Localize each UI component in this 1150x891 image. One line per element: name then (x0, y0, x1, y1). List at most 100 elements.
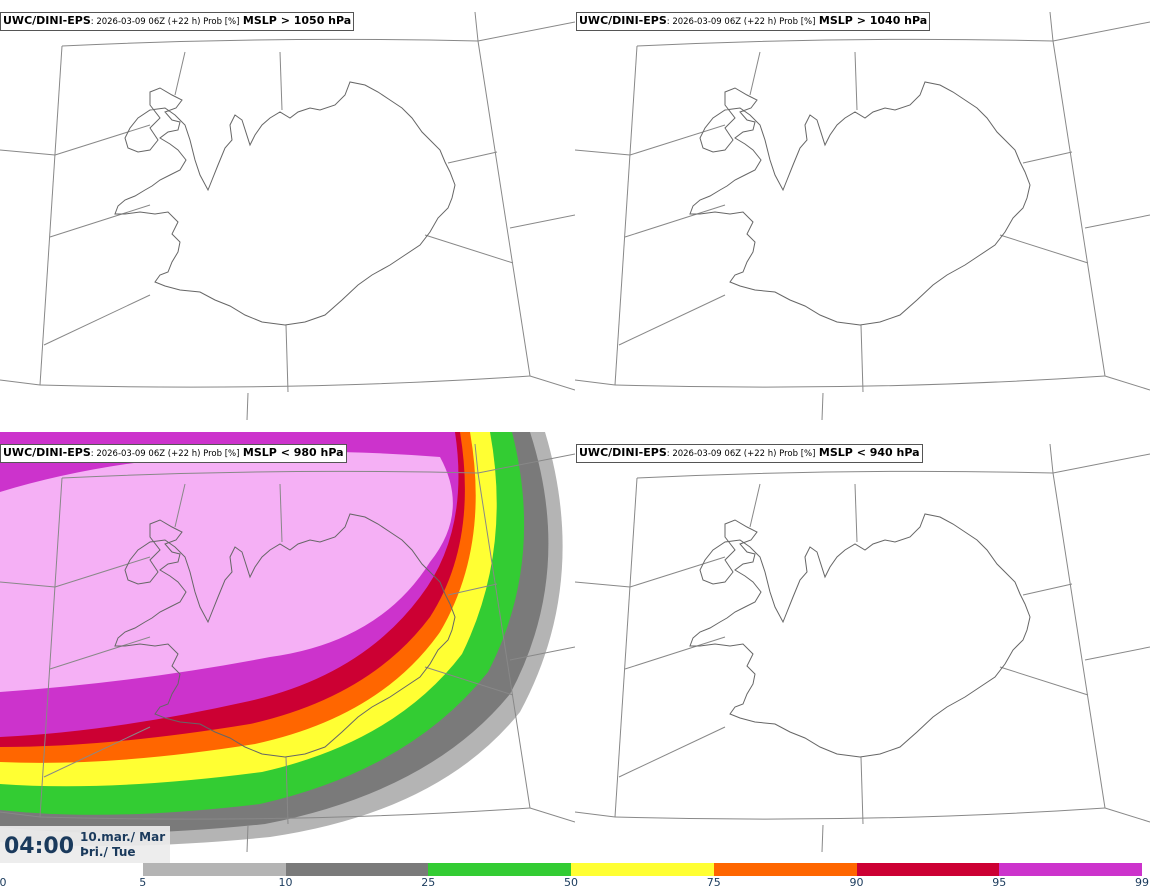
graticule-line (614, 45, 638, 386)
valid-date: 10.mar./ Mar (80, 830, 166, 844)
graticule-line (424, 666, 514, 696)
variable-label: MSLP < 940 hPa (818, 446, 920, 459)
iceland-coastline (114, 513, 456, 758)
model-name: UWC/DINI-EPS (3, 14, 91, 27)
graticule-line (575, 581, 631, 588)
graticule-line (575, 149, 631, 156)
colorbar-tick-label: 5 (139, 876, 147, 889)
colorbar-tick-label: 99 (1135, 876, 1149, 889)
model-name: UWC/DINI-EPS (579, 14, 667, 27)
colorbar-segment (142, 863, 286, 876)
graticule-line (474, 11, 479, 42)
colorbar-segment (428, 863, 571, 876)
variable-label: MSLP < 980 hPa (242, 446, 344, 459)
colorbar-segment (713, 863, 857, 876)
map-canvas (0, 432, 575, 864)
graticule-line (1049, 11, 1054, 42)
colorbar-tick-label: 10 (278, 876, 293, 889)
graticule-line (636, 470, 1054, 479)
run-info: : 2026-03-09 06Z (+22 h) Prob [%] (90, 449, 240, 459)
colorbar-tick-label: 50 (564, 876, 578, 889)
graticule-line (614, 807, 1106, 820)
graticule-line (614, 477, 638, 818)
graticule-line (614, 375, 1106, 388)
variable-label: MSLP > 1050 hPa (242, 14, 352, 27)
graticule-line (54, 556, 151, 588)
graticule-line (1104, 807, 1150, 823)
graticule-line (246, 392, 249, 421)
graticule-line (854, 483, 858, 543)
map-canvas (575, 11, 1150, 421)
graticule-line (529, 807, 575, 823)
graticule-line (0, 149, 56, 156)
graticule-line (49, 636, 151, 670)
graticule-line (1052, 453, 1150, 474)
graticule-line (1022, 151, 1073, 164)
graticule-line (174, 483, 186, 528)
graticule-line (1022, 583, 1073, 596)
graticule-line (474, 443, 479, 474)
iceland-coastline (689, 81, 1031, 326)
model-name: UWC/DINI-EPS (3, 446, 91, 459)
colorbar-tick-label: 0 (0, 876, 7, 889)
graticule-line (624, 204, 726, 238)
graticule-line (1049, 443, 1054, 474)
colorbar-tick-label: 75 (706, 876, 721, 889)
colorbar-tick-label: 95 (992, 876, 1007, 889)
valid-time: 04:00 (4, 834, 75, 859)
graticule-line (854, 51, 858, 111)
graticule-line (477, 40, 531, 377)
panel-title: UWC/DINI-EPS: 2026-03-09 06Z (+22 h) Pro… (576, 12, 931, 31)
graticule-line (1104, 375, 1150, 391)
panel-title: UWC/DINI-EPS: 2026-03-09 06Z (+22 h) Pro… (576, 444, 923, 463)
graticule-line (999, 234, 1089, 264)
graticule-line (174, 51, 186, 96)
graticule-line (1084, 646, 1150, 661)
graticule-line (43, 294, 151, 346)
graticule-line (279, 51, 283, 111)
graticule-line (821, 824, 824, 853)
map-panel-mslp-gt-1050: UWC/DINI-EPS: 2026-03-09 06Z (+22 h) Pro… (0, 0, 575, 432)
graticule-line (61, 38, 479, 47)
run-info: : 2026-03-09 06Z (+22 h) Prob [%] (666, 449, 816, 459)
graticule-line (629, 556, 726, 588)
graticule-line (61, 470, 479, 479)
graticule-line (749, 483, 761, 528)
graticule-line (39, 375, 531, 388)
graticule-line (575, 379, 616, 386)
graticule-line (477, 21, 575, 42)
graticule-line (43, 726, 151, 778)
graticule-line (54, 124, 151, 156)
graticule-line (624, 636, 726, 670)
graticule-line (509, 214, 575, 229)
graticule-line (279, 483, 283, 543)
colorbar-segment (571, 863, 714, 876)
map-panel-mslp-gt-1040: UWC/DINI-EPS: 2026-03-09 06Z (+22 h) Pro… (575, 0, 1150, 432)
graticule-line (529, 375, 575, 391)
graticule-line (618, 726, 726, 778)
variable-label: MSLP > 1040 hPa (818, 14, 928, 27)
graticule-line (749, 51, 761, 96)
graticule-line (860, 756, 864, 825)
graticule-line (1052, 21, 1150, 42)
graticule-line (999, 666, 1089, 696)
graticule-line (0, 581, 56, 588)
graticule-line (636, 38, 1054, 47)
graticule-line (285, 756, 289, 825)
probability-band (0, 451, 453, 692)
graticule-line (860, 324, 864, 393)
run-info: : 2026-03-09 06Z (+22 h) Prob [%] (90, 17, 240, 27)
graticule-line (0, 379, 41, 386)
graticule-line (447, 583, 498, 596)
graticule-line (575, 811, 616, 818)
graticule-line (1084, 214, 1150, 229)
model-name: UWC/DINI-EPS (579, 446, 667, 459)
graticule-line (1052, 472, 1106, 809)
graticule-line (1052, 40, 1106, 377)
graticule-line (285, 324, 289, 393)
map-panel-mslp-lt-940: UWC/DINI-EPS: 2026-03-09 06Z (+22 h) Pro… (575, 432, 1150, 864)
valid-time-box: 04:00 10.mar./ Mar Þri./ Tue (0, 826, 170, 864)
graticule-line (246, 824, 249, 853)
iceland-coastline (114, 81, 456, 326)
graticule-line (424, 234, 514, 264)
